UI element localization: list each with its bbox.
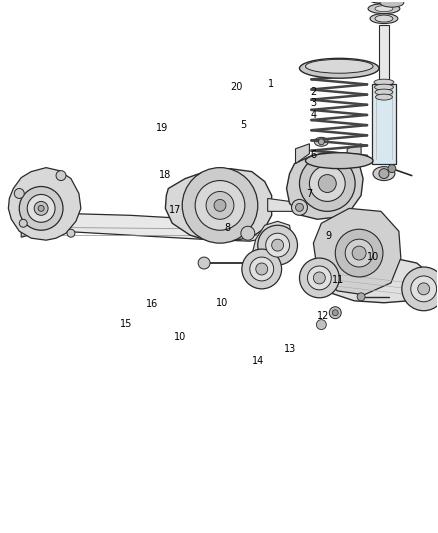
Ellipse shape bbox=[368, 4, 400, 14]
Text: 1: 1 bbox=[268, 79, 274, 89]
Circle shape bbox=[296, 204, 304, 212]
Text: 10: 10 bbox=[367, 252, 379, 262]
Circle shape bbox=[56, 171, 66, 181]
Circle shape bbox=[357, 293, 365, 301]
Circle shape bbox=[307, 266, 331, 290]
Text: 7: 7 bbox=[306, 189, 312, 199]
Circle shape bbox=[242, 249, 282, 289]
Ellipse shape bbox=[366, 0, 402, 4]
Circle shape bbox=[256, 263, 268, 275]
Ellipse shape bbox=[300, 58, 379, 78]
Polygon shape bbox=[252, 221, 292, 275]
Ellipse shape bbox=[305, 59, 373, 73]
Circle shape bbox=[388, 165, 396, 173]
Text: 15: 15 bbox=[120, 319, 133, 329]
Polygon shape bbox=[8, 168, 81, 240]
Circle shape bbox=[198, 257, 210, 269]
Circle shape bbox=[292, 199, 307, 215]
Text: 13: 13 bbox=[284, 344, 297, 354]
Circle shape bbox=[316, 320, 326, 329]
Circle shape bbox=[182, 168, 258, 243]
Polygon shape bbox=[296, 144, 309, 164]
Circle shape bbox=[14, 189, 24, 198]
Circle shape bbox=[300, 258, 339, 298]
Text: 19: 19 bbox=[156, 123, 168, 133]
Ellipse shape bbox=[380, 0, 404, 7]
Ellipse shape bbox=[374, 79, 394, 85]
Circle shape bbox=[402, 267, 438, 311]
Text: 9: 9 bbox=[325, 231, 332, 241]
Text: 10: 10 bbox=[174, 333, 186, 343]
Circle shape bbox=[300, 156, 355, 212]
Circle shape bbox=[214, 199, 226, 212]
Circle shape bbox=[272, 239, 283, 251]
Circle shape bbox=[318, 175, 336, 192]
Text: 10: 10 bbox=[216, 297, 229, 308]
Circle shape bbox=[314, 272, 325, 284]
Bar bbox=[372, 84, 396, 164]
Ellipse shape bbox=[375, 6, 393, 12]
Circle shape bbox=[27, 195, 55, 222]
Circle shape bbox=[329, 307, 341, 319]
Text: 14: 14 bbox=[252, 356, 264, 366]
Circle shape bbox=[418, 283, 430, 295]
Circle shape bbox=[67, 229, 75, 237]
Circle shape bbox=[345, 239, 373, 267]
Circle shape bbox=[19, 219, 27, 227]
Circle shape bbox=[411, 276, 437, 302]
Circle shape bbox=[34, 201, 48, 215]
Polygon shape bbox=[314, 208, 401, 295]
Circle shape bbox=[335, 229, 383, 277]
Circle shape bbox=[332, 310, 338, 316]
Bar bbox=[379, 25, 389, 84]
Text: 16: 16 bbox=[146, 298, 159, 309]
Circle shape bbox=[318, 139, 324, 145]
Text: 2: 2 bbox=[311, 87, 317, 96]
Circle shape bbox=[309, 166, 345, 201]
Circle shape bbox=[38, 205, 44, 212]
Ellipse shape bbox=[373, 167, 395, 181]
Text: 20: 20 bbox=[230, 83, 243, 93]
Ellipse shape bbox=[314, 138, 328, 146]
Circle shape bbox=[266, 233, 290, 257]
Text: 6: 6 bbox=[311, 150, 317, 160]
Text: 18: 18 bbox=[159, 171, 171, 180]
Circle shape bbox=[195, 181, 245, 230]
Polygon shape bbox=[268, 198, 329, 212]
Polygon shape bbox=[21, 213, 270, 241]
Ellipse shape bbox=[375, 15, 393, 22]
Polygon shape bbox=[307, 255, 431, 303]
Text: 3: 3 bbox=[311, 99, 317, 108]
Circle shape bbox=[206, 191, 234, 219]
Text: 12: 12 bbox=[318, 311, 330, 321]
Ellipse shape bbox=[373, 0, 395, 1]
Polygon shape bbox=[347, 144, 361, 164]
Ellipse shape bbox=[374, 84, 393, 90]
Polygon shape bbox=[165, 168, 272, 241]
Polygon shape bbox=[286, 152, 363, 219]
Text: 11: 11 bbox=[332, 275, 344, 285]
Circle shape bbox=[352, 246, 366, 260]
Circle shape bbox=[250, 257, 274, 281]
Text: 8: 8 bbox=[225, 223, 231, 233]
Text: 17: 17 bbox=[169, 205, 181, 215]
Circle shape bbox=[241, 226, 255, 240]
Ellipse shape bbox=[370, 14, 398, 23]
Ellipse shape bbox=[375, 94, 392, 100]
Circle shape bbox=[258, 225, 297, 265]
Circle shape bbox=[19, 187, 63, 230]
Text: 4: 4 bbox=[311, 110, 317, 120]
Circle shape bbox=[379, 168, 389, 179]
Ellipse shape bbox=[375, 89, 393, 95]
Text: 5: 5 bbox=[240, 119, 246, 130]
Ellipse shape bbox=[305, 153, 373, 168]
